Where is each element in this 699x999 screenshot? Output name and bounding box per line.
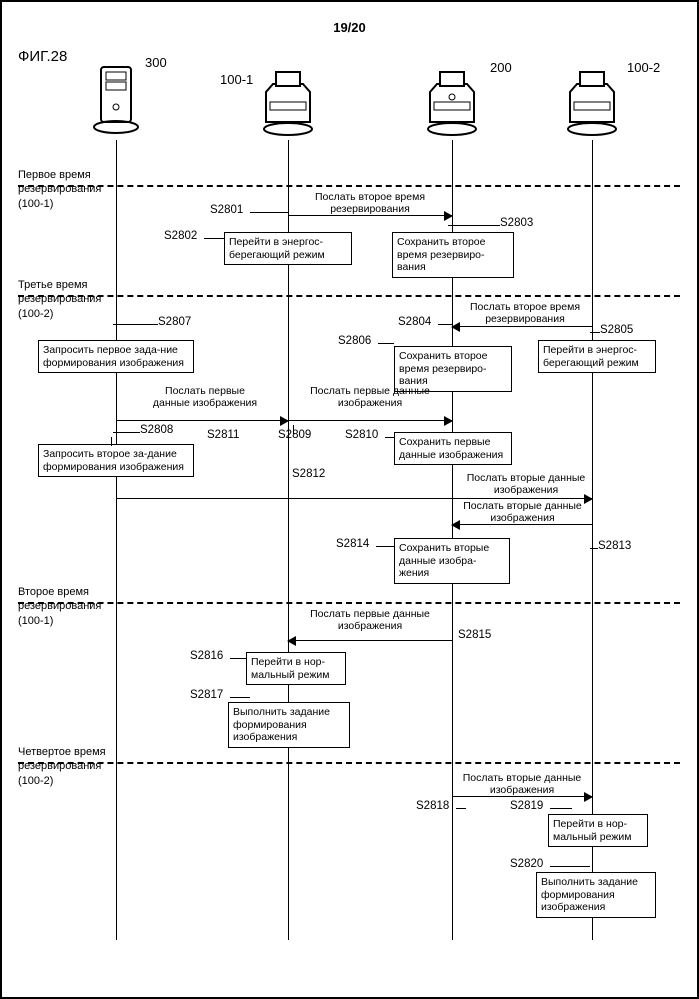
step-2818: S2818 — [416, 800, 449, 812]
step-2812: S2812 — [292, 468, 325, 480]
sep-first-label: Первое время резервирования (100-1) — [18, 168, 101, 211]
printer1-icon — [258, 62, 318, 137]
box-2819: Перейти в нор-мальный режим — [548, 814, 648, 847]
msg-2804-text: Послать второе время резервирования — [460, 301, 590, 325]
msg-2809-text: Послать первые данные изображения — [300, 385, 440, 409]
msg-2815 — [288, 640, 452, 641]
step-2815: S2815 — [458, 629, 491, 641]
msg-2818 — [452, 796, 592, 797]
step-2808: S2808 — [140, 424, 173, 436]
box-2810: Сохранить первые данные изображения — [394, 432, 512, 465]
hub-label: 200 — [490, 60, 512, 75]
step-2811: S2811 — [207, 429, 239, 441]
step-2820: S2820 — [510, 858, 543, 870]
sep-second — [18, 602, 680, 604]
sep-second-label: Второе время резервирования (100-1) — [18, 585, 101, 628]
sep-fourth — [18, 762, 680, 764]
step-2817: S2817 — [190, 689, 223, 701]
step-2806: S2806 — [338, 335, 371, 347]
step-2802: S2802 — [164, 230, 197, 242]
box-2816: Перейти в нор-мальный режим — [246, 652, 346, 685]
box-2820: Выполнить задание формирования изображен… — [536, 872, 656, 918]
sep-first — [18, 185, 680, 187]
box-2817: Выполнить задание формирования изображен… — [228, 702, 350, 748]
sep-first-sub: (100-1) — [18, 198, 53, 210]
msg-2818-text: Послать вторые данные изображения — [458, 772, 586, 796]
server-label: 300 — [145, 55, 167, 70]
step-2810: S2810 — [345, 429, 378, 441]
sep-first-l2: резервирования — [18, 183, 101, 195]
step-2813: S2813 — [598, 540, 631, 552]
step-2805: S2805 — [600, 324, 633, 336]
msg-2801 — [288, 215, 452, 216]
step-2807: S2807 — [158, 316, 191, 328]
sep-first-l1: Первое время — [18, 169, 91, 181]
msg-2808-a — [116, 420, 288, 421]
box-2811: Запросить второе за-дание формирования и… — [38, 444, 194, 477]
step-2819: S2819 — [510, 800, 543, 812]
box-2803: Сохранить второе время резервиро-вания — [392, 232, 514, 278]
box-2814: Сохранить вторые данные изобра-жения — [394, 538, 510, 584]
msg-2812b-text: Послать вторые данные изображения — [460, 500, 585, 524]
msg-2804 — [452, 326, 592, 327]
hub-icon — [422, 62, 482, 137]
server-icon — [86, 62, 146, 137]
msg-2812a — [116, 498, 592, 499]
msg-2801-text: Послать второе время резервирования — [295, 191, 445, 215]
step-2814: S2814 — [336, 538, 369, 550]
msg-2808-text: Послать первые данные изображения — [150, 385, 260, 409]
msg-2815-text: Послать первые данные изображения — [300, 608, 440, 632]
printer2-label: 100-2 — [627, 60, 660, 75]
step-2803: S2803 — [500, 217, 533, 229]
step-2816: S2816 — [190, 650, 223, 662]
step-2809: S2809 — [278, 429, 311, 441]
sep-fourth-label: Четвертое время резервирования (100-2) — [18, 745, 106, 788]
sep-third — [18, 295, 680, 297]
msg-2812b — [452, 524, 592, 525]
printer1-label: 100-1 — [220, 72, 253, 87]
page-number: 19/20 — [0, 20, 699, 35]
figure-label: ФИГ.28 — [18, 48, 67, 65]
sep-third-label: Третье время резервирования (100-2) — [18, 278, 101, 321]
printer2-icon — [562, 62, 622, 137]
step-2801: S2801 — [210, 204, 243, 216]
step-2804: S2804 — [398, 316, 431, 328]
msg-2809 — [288, 420, 452, 421]
box-2807: Запросить первое зада-ние формирования и… — [38, 340, 194, 373]
msg-2812a-text: Послать вторые данные изображения — [466, 472, 586, 496]
box-2805: Перейти в энергос-берегающий режим — [538, 340, 656, 373]
lifeline-server — [116, 140, 117, 940]
box-2802: Перейти в энергос-берегающий режим — [224, 232, 352, 265]
diagram-frame — [0, 0, 699, 999]
